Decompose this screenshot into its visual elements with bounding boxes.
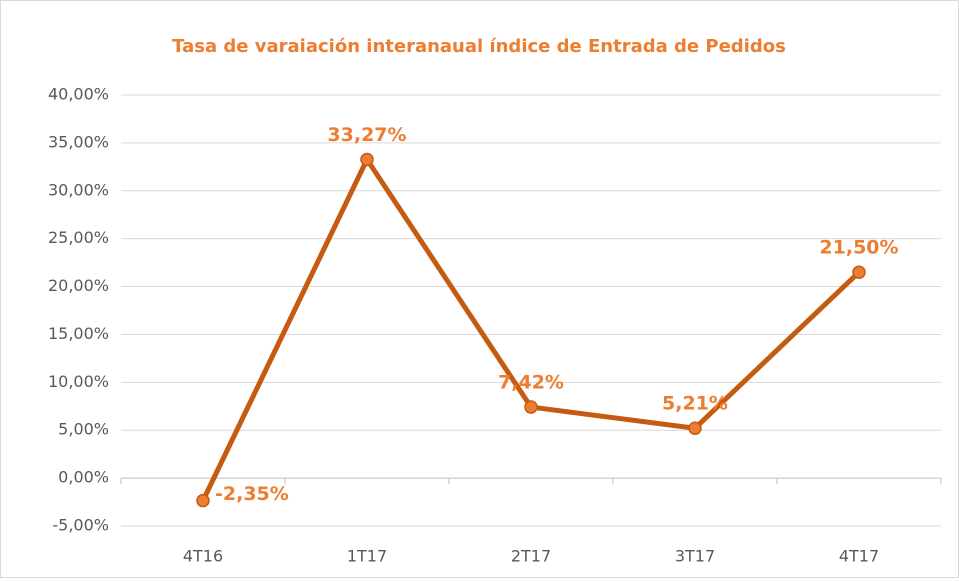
data-point [524, 400, 538, 414]
y-tick-label: -5,00% [52, 516, 109, 535]
data-label: 5,21% [662, 393, 728, 415]
data-label: -2,35% [215, 483, 289, 505]
data-point [196, 493, 210, 508]
y-tick-label: 20,00% [48, 276, 109, 295]
data-label: 21,50% [819, 237, 898, 259]
data-point [360, 152, 374, 167]
x-tick-label: 3T17 [675, 547, 715, 566]
data-point [852, 265, 866, 279]
y-tick-label: 0,00% [58, 468, 109, 487]
data-label: 7,42% [498, 372, 564, 394]
y-tick-label: 30,00% [48, 180, 109, 199]
y-tick-label: 10,00% [48, 372, 109, 391]
y-tick-label: 25,00% [48, 228, 109, 247]
y-tick-label: 40,00% [48, 85, 109, 104]
x-tick-label: 2T17 [511, 547, 551, 566]
y-tick-label: 15,00% [48, 324, 109, 343]
x-tick-label: 4T17 [839, 547, 879, 566]
y-tick-label: 5,00% [58, 420, 109, 439]
data-point [688, 421, 702, 435]
chart-title: Tasa de varaiación interanaual índice de… [172, 36, 786, 57]
x-tick-label: 4T16 [183, 547, 223, 566]
x-tick-label: 1T17 [347, 547, 387, 566]
y-tick-label: 35,00% [48, 132, 109, 151]
data-label: 33,27% [327, 124, 406, 146]
